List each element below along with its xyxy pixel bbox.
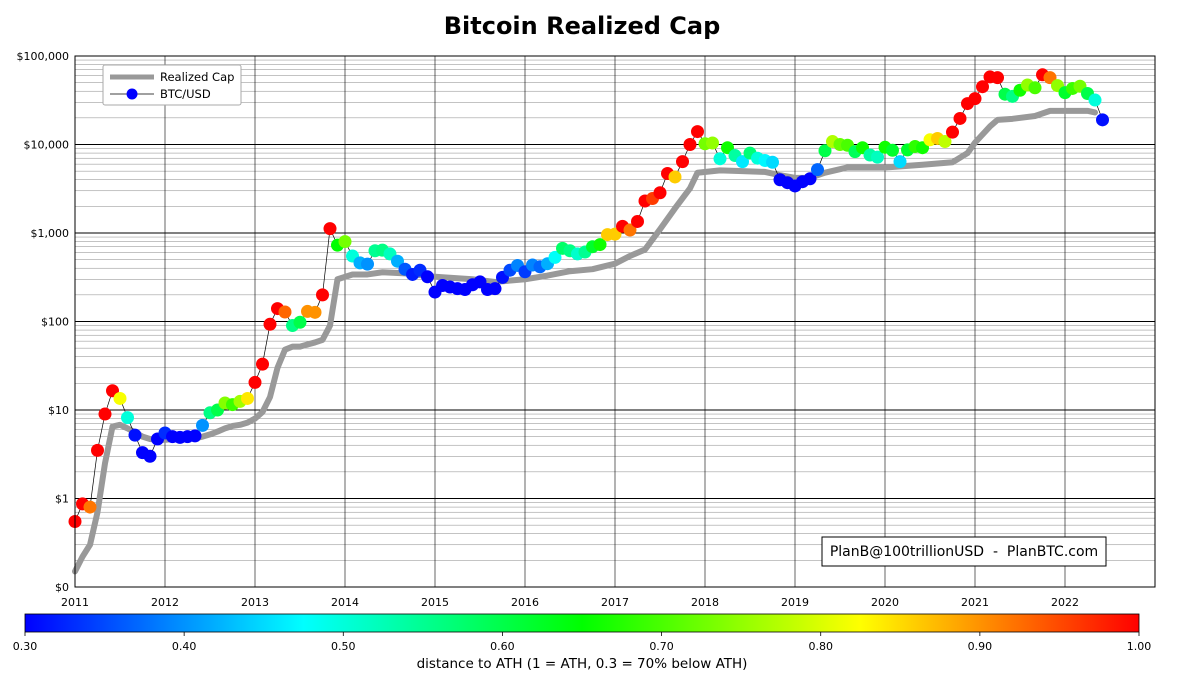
- data-point-btc-usd: [886, 143, 899, 157]
- data-point-btc-usd: [968, 92, 982, 106]
- data-point-btc-usd: [946, 125, 959, 139]
- legend-marker-btc-usd: [126, 88, 138, 100]
- colorbar-tick-label: 0.80: [808, 640, 833, 653]
- data-point-btc-usd: [91, 443, 104, 457]
- y-tick-label: $100: [41, 316, 69, 329]
- x-tick-label: 2022: [1051, 596, 1079, 609]
- x-tick-label: 2014: [331, 596, 359, 609]
- legend-label-btc-usd: BTC/USD: [160, 87, 211, 101]
- data-point-btc-usd: [653, 186, 667, 200]
- y-axis: $0 $1 $10 $100 $1,000 $10,000 $100,000: [17, 50, 70, 594]
- data-point-btc-usd: [676, 155, 689, 169]
- data-point-btc-usd: [668, 170, 682, 184]
- y-tick-label: $1,000: [31, 227, 70, 240]
- data-point-btc-usd: [736, 155, 749, 169]
- data-point-btc-usd: [196, 418, 209, 432]
- data-point-btc-usd: [953, 111, 967, 125]
- data-point-btc-usd: [316, 288, 329, 302]
- grid: [74, 56, 1155, 588]
- data-point-btc-usd: [278, 305, 292, 319]
- x-tick-label: 2011: [61, 596, 89, 609]
- colorbar-gradient: [25, 614, 1139, 632]
- data-point-btc-usd: [248, 375, 262, 389]
- data-point-btc-usd: [188, 429, 202, 443]
- legend-label-realized-cap: Realized Cap: [160, 70, 234, 84]
- chart-title: Bitcoin Realized Cap: [444, 12, 721, 40]
- data-point-btc-usd: [488, 282, 502, 296]
- data-point-btc-usd: [128, 428, 142, 442]
- x-tick-label: 2021: [961, 596, 989, 609]
- data-point-btc-usd: [256, 357, 269, 371]
- credit-frame: [821, 536, 1107, 567]
- data-point-btc-usd: [323, 222, 337, 236]
- credit-box: PlanB@100trillionUSD - PlanBTC.com: [821, 536, 1107, 567]
- data-point-btc-usd: [976, 80, 989, 94]
- colorbar-tick-label: 0.90: [968, 640, 993, 653]
- data-point-btc-usd: [121, 411, 134, 425]
- plot-frame: [74, 55, 1156, 588]
- plot-area: [68, 68, 1109, 575]
- data-point-btc-usd: [421, 270, 434, 284]
- data-point-btc-usd: [683, 138, 697, 151]
- data-point-btc-usd: [766, 155, 779, 169]
- data-point-btc-usd: [631, 214, 644, 228]
- y-tick-label: $10: [48, 404, 69, 417]
- y-tick-label: $10,000: [24, 139, 70, 152]
- x-tick-label: 2015: [421, 596, 449, 609]
- data-point-btc-usd: [98, 407, 112, 421]
- data-point-btc-usd: [308, 305, 322, 319]
- data-point-btc-usd: [706, 136, 719, 150]
- credit-text: PlanB@100trillionUSD - PlanBTC.com: [830, 544, 1098, 560]
- data-point-btc-usd: [623, 223, 637, 237]
- data-point-btc-usd: [263, 317, 277, 331]
- data-point-btc-usd: [548, 250, 562, 264]
- data-point-btc-usd: [113, 391, 127, 405]
- colorbar-label: distance to ATH (1 = ATH, 0.3 = 70% belo…: [417, 656, 748, 672]
- x-tick-label: 2013: [241, 596, 269, 609]
- colorbar-tick-label: 1.00: [1127, 640, 1152, 653]
- x-tick-label: 2012: [151, 596, 179, 609]
- data-point-btc-usd: [338, 235, 352, 249]
- data-point-btc-usd: [713, 152, 727, 166]
- data-point-btc-usd: [811, 163, 824, 177]
- y-tick-label: $0: [55, 581, 69, 594]
- data-point-btc-usd: [691, 125, 704, 139]
- data-point-btc-usd: [361, 257, 374, 271]
- colorbar-frame: [24, 613, 1140, 633]
- x-tick-label: 2018: [691, 596, 719, 609]
- data-point-btc-usd: [1096, 113, 1109, 127]
- data-point-btc-usd: [938, 135, 952, 149]
- data-point-btc-usd: [818, 144, 832, 158]
- data-point-btc-usd: [83, 500, 97, 514]
- x-tick-label: 2016: [511, 596, 539, 609]
- data-point-btc-usd: [871, 150, 884, 164]
- data-point-btc-usd: [593, 238, 607, 252]
- data-point-btc-usd: [293, 315, 307, 329]
- colorbar-tick-label: 0.40: [172, 640, 197, 653]
- data-point-btc-usd: [991, 71, 1004, 85]
- x-tick-label: 2019: [781, 596, 809, 609]
- colorbar-ticks: 0.30 0.40 0.50 0.60 0.70 0.80 0.90 1.00: [13, 632, 1152, 653]
- colorbar: 0.30 0.40 0.50 0.60 0.70 0.80 0.90 1.00 distanc…: [13, 613, 1152, 672]
- data-point-btc-usd: [1088, 93, 1102, 107]
- data-point-btc-usd: [143, 449, 157, 463]
- colorbar-tick-label: 0.60: [490, 640, 515, 653]
- data-point-btc-usd: [893, 155, 907, 169]
- x-tick-label: 2017: [601, 596, 629, 609]
- legend: Realized Cap BTC/USD: [102, 64, 242, 106]
- colorbar-tick-label: 0.50: [331, 640, 356, 653]
- y-tick-label: $1: [55, 493, 69, 506]
- x-tick-label: 2020: [871, 596, 899, 609]
- y-tick-label: $100,000: [17, 50, 70, 63]
- x-axis: 2011 2012 2013 2014 2015 2016 2017 2018 2019 2020…: [61, 596, 1079, 609]
- colorbar-tick-label: 0.70: [649, 640, 674, 653]
- data-point-btc-usd: [241, 391, 254, 405]
- data-point-btc-usd: [803, 172, 817, 186]
- colorbar-tick-label: 0.30: [13, 640, 38, 653]
- data-point-btc-usd: [1028, 81, 1042, 95]
